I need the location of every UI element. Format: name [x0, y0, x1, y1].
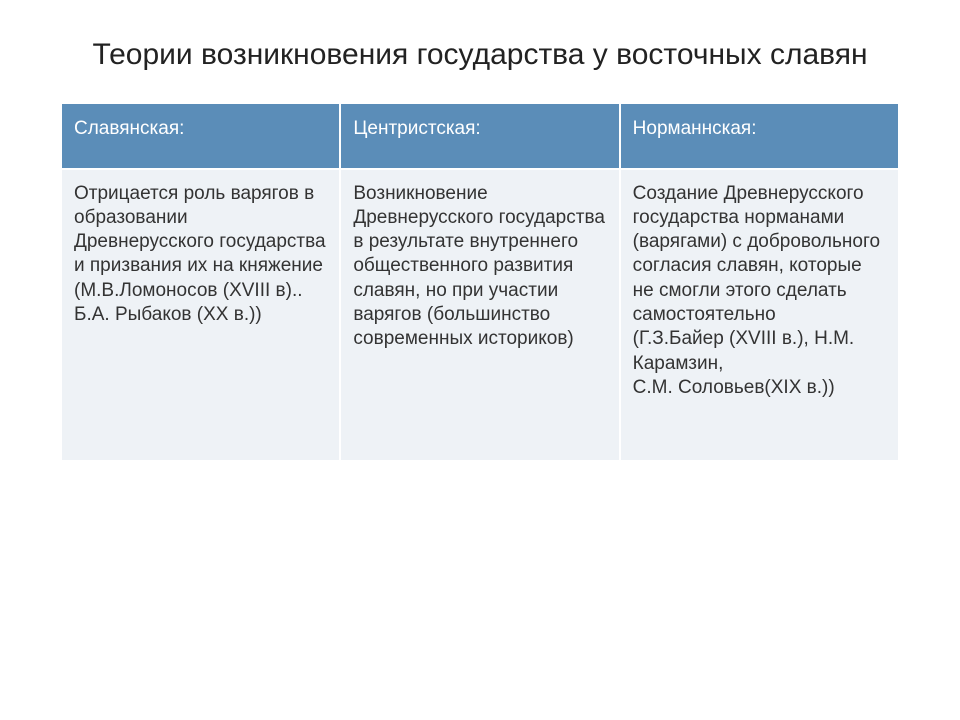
table-row: Отрицается роль варягов в образовании Др… [61, 169, 899, 462]
col-slavic-header: Славянская: [61, 103, 340, 169]
cell-slavic: Отрицается роль варягов в образовании Др… [61, 169, 340, 462]
cell-centrist: Возникновение Древнерусского государства… [340, 169, 619, 462]
slide: Теории возникновения государства у восто… [0, 0, 960, 720]
cell-norman: Создание Древнерусского государства норм… [620, 169, 899, 462]
theories-table: Славянская: Центристская: Норманнская: О… [60, 102, 900, 463]
col-centrist-header: Центристская: [340, 103, 619, 169]
col-norman-header: Норманнская: [620, 103, 899, 169]
page-title: Теории возникновения государства у восто… [60, 36, 900, 74]
table-header-row: Славянская: Центристская: Норманнская: [61, 103, 899, 169]
